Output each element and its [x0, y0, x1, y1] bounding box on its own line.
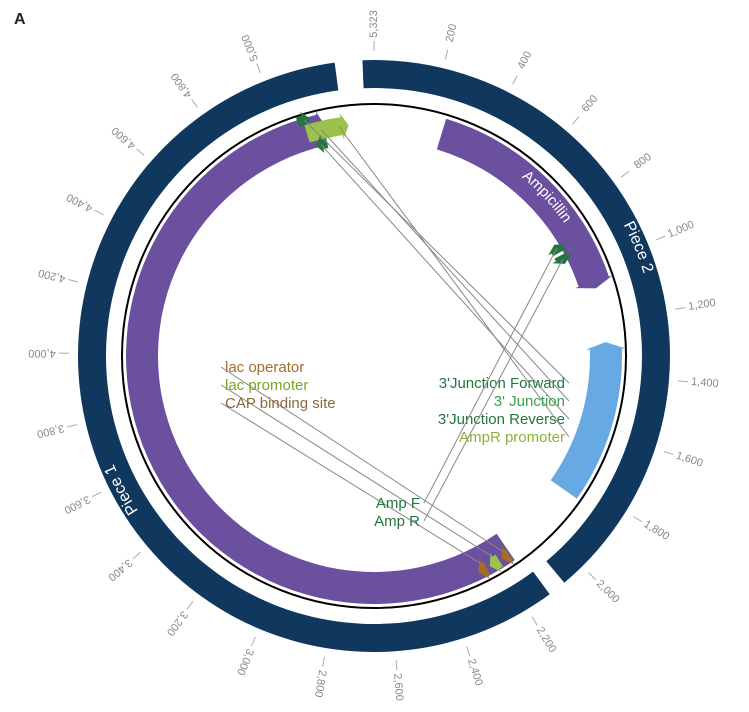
amp-r-label: Amp R — [374, 513, 420, 530]
tick-label: 4,600 — [109, 124, 138, 151]
tick-label: 5,323 — [368, 10, 380, 38]
plasmid-backbone — [122, 104, 626, 608]
tick-label: 4,200 — [37, 266, 67, 284]
tick-label: 3,200 — [164, 609, 190, 638]
plasmid-map: A 200 400 600 800 1,000 1,200 1,400 1,600 1,800 2,… — [0, 0, 749, 712]
tick-label: 4,000 — [28, 347, 56, 359]
tick-label: 2,200 — [534, 625, 559, 655]
lac-operator-label: lac operator — [225, 359, 304, 376]
tick-label: 1,000 — [666, 219, 696, 241]
amp-f-label: Amp F — [376, 495, 420, 512]
tick-label: 3,800 — [36, 422, 66, 440]
tick-label: 1,400 — [691, 376, 719, 390]
tick-label: 1,800 — [642, 518, 672, 543]
tick-label: 400 — [515, 49, 534, 71]
lacz-alpha — [126, 111, 515, 604]
tick-label: 1,200 — [688, 297, 717, 313]
three-prime-junction-reverse-label: 3'Junction Reverse — [438, 411, 565, 428]
tick-label: 800 — [632, 151, 654, 171]
three-prime-junction-forward-label-leader — [304, 120, 569, 383]
tick-label: 200 — [444, 23, 460, 44]
cap-binding-site-label: CAP binding site — [225, 395, 336, 412]
tick-label: 600 — [579, 93, 600, 115]
tick-label: 3,400 — [106, 556, 135, 583]
tick-label: 4,800 — [169, 71, 195, 100]
lac-promoter-label: lac promoter — [225, 377, 308, 394]
tick-label: 2,000 — [594, 578, 622, 606]
tick-label: 3,000 — [234, 647, 256, 677]
ampicillin — [437, 119, 613, 289]
tick-label: 3,600 — [62, 493, 92, 516]
three-prime-junction-label: 3' Junction — [494, 393, 565, 410]
panel-label: A — [14, 11, 26, 28]
tick-label: 4,400 — [65, 191, 95, 214]
three-prime-junction-forward-label: 3'Junction Forward — [439, 375, 565, 392]
tick-label: 2,600 — [391, 673, 405, 701]
tick-label: 2,400 — [465, 657, 485, 687]
ampr-promoter-label: AmpR promoter — [459, 429, 565, 446]
tick-label: 5,000 — [240, 33, 261, 63]
tick-label: 1,600 — [674, 450, 704, 470]
tick-label: 2,800 — [312, 669, 328, 698]
